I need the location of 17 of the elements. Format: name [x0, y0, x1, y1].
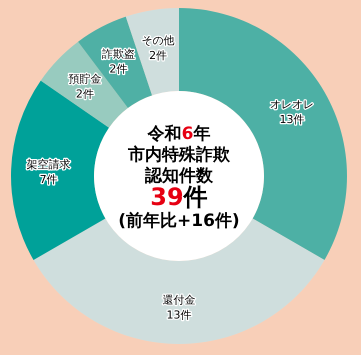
- slice-label: オレオレ: [270, 98, 314, 111]
- text: 認知件数: [144, 166, 214, 186]
- slice-label: その他: [142, 34, 175, 48]
- data-label: 13件: [166, 308, 192, 322]
- data-label: 2件: [109, 62, 128, 76]
- text: (前年比+16件): [118, 211, 240, 231]
- text: 39件: [150, 183, 208, 211]
- data-label: 7件: [40, 172, 58, 186]
- slice-label: 詐欺盗: [102, 47, 135, 60]
- slice-label: 預貯金: [68, 72, 102, 86]
- slice-label: 架空請求: [26, 158, 71, 171]
- data-label: 2件: [76, 88, 94, 101]
- text: 市内特殊詐欺: [127, 145, 231, 165]
- data-label: 13件: [280, 112, 305, 126]
- data-label: 2件: [149, 49, 168, 62]
- slice-label: 還付金: [162, 294, 196, 306]
- text: 令和6年: [146, 124, 210, 144]
